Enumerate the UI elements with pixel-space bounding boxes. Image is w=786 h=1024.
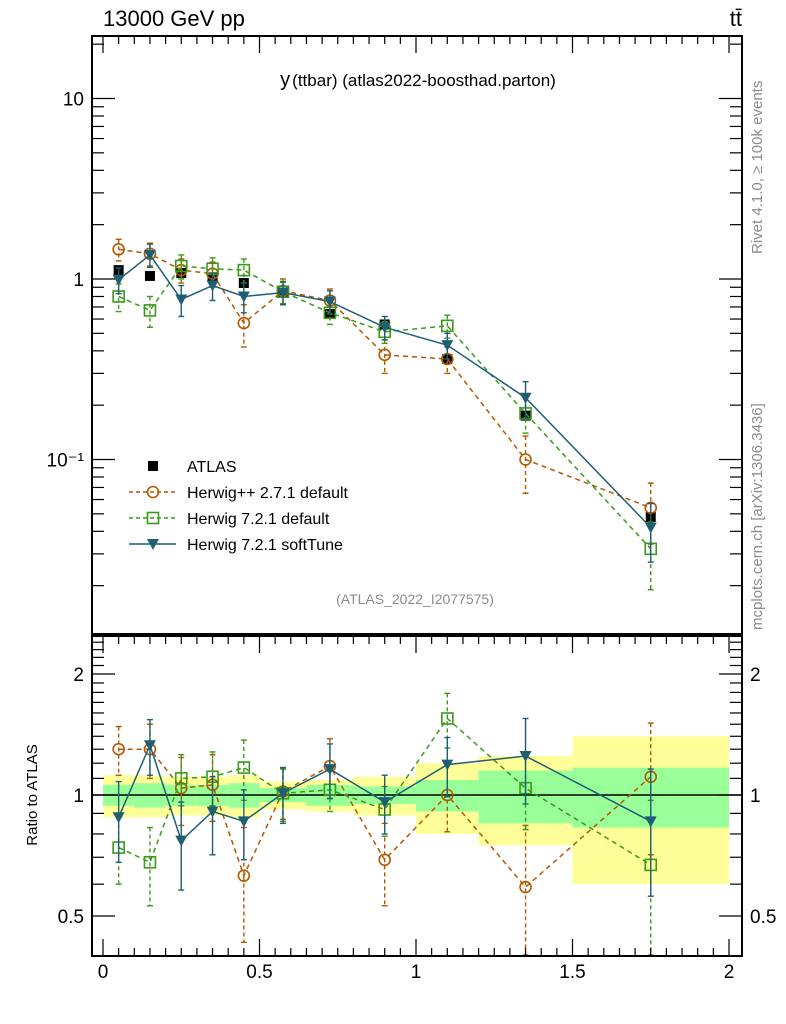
herwig-2-7-1-default-point <box>519 453 532 466</box>
plot-title-rest: (ttbar) (atlas2022-boosthad.parton) <box>292 71 556 90</box>
herwig-7-2-1-default-point <box>143 304 157 317</box>
herwig-7-2-1-softtune-ratio-point <box>323 764 336 776</box>
herwig-7-2-1-softtune-ratio-point <box>276 788 289 800</box>
herwig-7-2-1-default-ratio-point <box>143 856 157 869</box>
main-plot: 10 1 10⁻¹ y (ttbar) (atlas2022-boosthad.par… <box>47 35 743 635</box>
herwig-7-2-1-default-ratio-point <box>174 772 188 785</box>
x-tick-label: 0 <box>98 962 109 983</box>
ratio-y-tick-label-right: 0.5 <box>750 907 776 928</box>
plot-title-var: y <box>280 69 290 91</box>
rivet-version-label: Rivet 4.1.0, ≥ 100k events <box>749 81 766 254</box>
herwig-7-2-1-softtune-point <box>237 291 250 303</box>
x-tick-label: 1.5 <box>559 962 585 983</box>
x-tick-label: 1 <box>411 962 422 983</box>
legend-marker <box>147 539 159 550</box>
herwig-7-2-1-softtune-ratio-point <box>519 751 532 763</box>
ratio-y-tick-label-right: 2 <box>750 665 761 686</box>
herwig-7-2-1-softtune-point <box>175 294 188 306</box>
legend-entry-label: Herwig 7.2.1 default <box>187 511 330 528</box>
herwig-2-7-1-default-point <box>237 316 251 330</box>
herwig-2-7-1-default-ratio-point <box>112 742 125 756</box>
herwig-7-2-1-default-point <box>440 319 454 333</box>
herwig-7-2-1-default-ratio-point <box>440 712 454 725</box>
beam-energy-label: 13000 GeV pp <box>103 6 245 31</box>
ratio-plot-marks <box>112 692 658 956</box>
herwig-7-2-1-default-point <box>174 259 188 273</box>
herwig-7-2-1-softtune-ratio-point <box>237 816 250 828</box>
herwig-7-2-1-softtune-ratio-point <box>112 812 125 824</box>
herwig-7-2-1-softtune-ratio-point <box>441 759 454 771</box>
legend-marker <box>148 461 158 471</box>
ratio-y-tick-label: 1 <box>73 786 84 807</box>
herwig-2-7-1-default-ratio-point <box>378 853 392 867</box>
legend-marker <box>146 511 160 525</box>
mcplots-label: mcplots.cern.ch [arXiv:1306.3436] <box>749 403 766 630</box>
herwig-7-2-1-default-ratio-point <box>237 761 251 774</box>
herwig-7-2-1-softtune-point <box>112 274 125 286</box>
ratio-y-tick-label: 2 <box>73 665 84 686</box>
legend-entry-label: ATLAS <box>187 459 237 476</box>
herwig-7-2-1-softtune-ratio-point <box>644 816 657 828</box>
ratio-plot: 2 2 1 1 0.5 0.5 Ratio to ATLAS <box>24 635 776 957</box>
herwig-7-2-1-softtune-point <box>323 296 336 308</box>
ratio-y-tick-label: 0.5 <box>58 907 84 928</box>
herwig-7-2-1-softtune-point <box>441 340 454 352</box>
herwig-7-2-1-softtune-ratio-point <box>206 806 219 818</box>
y-tick-label: 10 <box>63 90 84 111</box>
herwig-7-2-1-softtune-point <box>519 392 532 404</box>
x-axis-tick-labels: 0 0.5 1 1.5 2 <box>98 962 735 983</box>
ratio-plot-frame <box>91 635 743 957</box>
ratio-plot-ticks: 2 2 1 1 0.5 0.5 <box>58 637 776 955</box>
x-tick-label: 0.5 <box>246 962 272 983</box>
main-plot-marks <box>112 238 658 591</box>
legend: ATLAS Herwig++ 2.7.1 default Herwig 7.2.1 … <box>129 459 349 554</box>
legend-marker <box>146 485 160 499</box>
process-label: tt̄ <box>730 6 742 31</box>
main-plot-frame <box>91 35 743 635</box>
herwig-7-2-1-default-line <box>118 265 652 550</box>
herwig-2-7-1-default-point <box>112 243 125 256</box>
y-tick-label: 10⁻¹ <box>47 451 85 472</box>
atlas-data-point <box>144 270 155 281</box>
herwig-7-2-1-softtune-point <box>206 280 219 292</box>
legend-entry-label: Herwig++ 2.7.1 default <box>187 485 349 502</box>
herwig-7-2-1-softtune-ratio-point <box>378 797 391 809</box>
x-tick-label: 2 <box>724 962 735 983</box>
main-plot-ticks: 10 1 10⁻¹ <box>47 37 741 587</box>
herwig-7-2-1-softtune-point <box>644 522 657 534</box>
herwig-2-7-1-default-ratio-point <box>519 880 532 894</box>
herwig-2-7-1-default-point <box>378 348 392 362</box>
plot-title: y (ttbar) (atlas2022-boosthad.parton) <box>280 69 556 91</box>
y-tick-label: 1 <box>73 270 84 291</box>
legend-entry-label: Herwig 7.2.1 softTune <box>187 537 343 554</box>
herwig-7-2-1-softtune-point <box>378 322 391 334</box>
herwig-7-2-1-softtune-ratio-point <box>175 835 188 847</box>
atlas-data-point <box>176 267 187 278</box>
analysis-tag: (ATLAS_2022_I2077575) <box>336 591 494 607</box>
ratio-y-tick-label-right: 1 <box>750 786 761 807</box>
ratio-bands <box>103 736 729 885</box>
herwig-7-2-1-softtune-point <box>276 287 289 299</box>
herwig-7-2-1-default-point <box>237 263 251 277</box>
herwig-7-2-1-softtune-point <box>143 249 156 261</box>
herwig-2-7-1-default-ratio-point <box>237 869 251 882</box>
ratio-y-axis-label: Ratio to ATLAS <box>24 744 41 845</box>
herwig-7-2-1-softtune-ratio-point <box>143 740 156 752</box>
